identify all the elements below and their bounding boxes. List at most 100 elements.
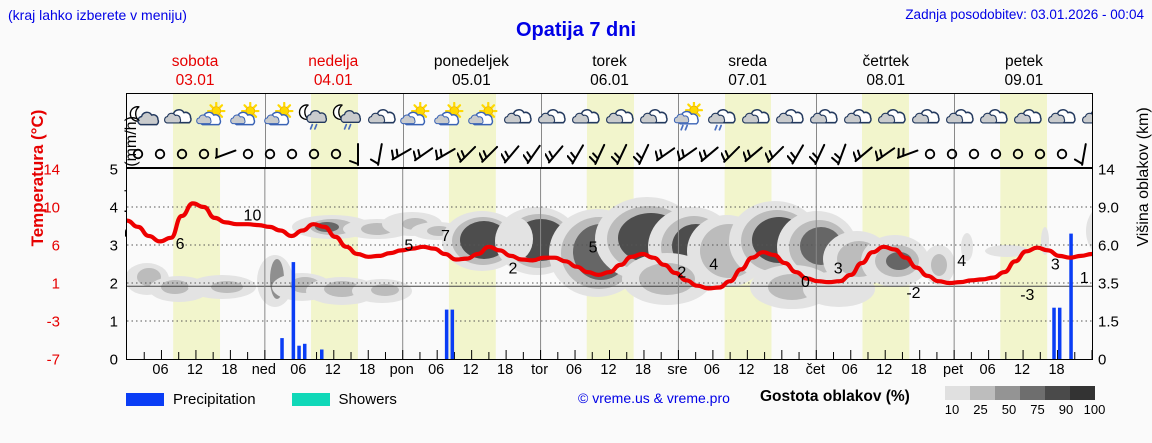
- wind-barb: [897, 139, 919, 167]
- cloud-blob: [211, 281, 243, 293]
- daylight-band: [1000, 94, 1048, 167]
- wind-barb: [765, 139, 787, 167]
- day-header-torek: torek 06.01: [540, 52, 678, 92]
- cloud-scale-step: [995, 386, 1020, 400]
- copyright-text[interactable]: © vreme.us & vreme.pro: [578, 390, 730, 406]
- weather-icon-cloud: [875, 94, 909, 139]
- wind-barb: [677, 139, 699, 167]
- weather-icon-row: ******: [127, 94, 1092, 139]
- x-tick-label: 12: [876, 362, 893, 378]
- temperature-tick: -7: [46, 351, 60, 369]
- cloud-scale-label: 50: [1001, 402, 1017, 417]
- wind-barb-row: [127, 139, 1092, 167]
- wind-barb: [435, 139, 457, 167]
- wind-barb: [413, 139, 435, 167]
- wind-barb-calm: [193, 139, 215, 167]
- weather-icon-cloud: [637, 94, 671, 139]
- day-separator: [264, 94, 266, 167]
- x-tick-label: 06: [703, 362, 720, 378]
- weather-icon-moon-cloud-rain: [297, 94, 331, 139]
- x-tick-label: 06: [428, 362, 445, 378]
- temperature-value-label: 6: [176, 236, 185, 253]
- day-name: sobota: [171, 53, 219, 70]
- weather-icon-sun-cloud: [263, 94, 297, 139]
- cloud-scale-label: 75: [1030, 402, 1045, 417]
- precipitation-legend-swatch: [126, 392, 164, 406]
- day-header-sreda: sreda 07.01: [679, 52, 817, 92]
- x-tick-label: 12: [738, 362, 755, 378]
- precipitation-bar: [297, 345, 301, 359]
- x-tick-label: 18: [497, 362, 514, 378]
- cloud-density-color-scale: [945, 386, 1095, 400]
- weather-icon-cloud: [569, 94, 603, 139]
- weather-icon-cloud: [909, 94, 943, 139]
- x-tick-label: 12: [462, 362, 479, 378]
- day-name: petek: [1004, 53, 1043, 70]
- day-name: četrtek: [862, 53, 910, 70]
- chart-legend: Precipitation Showers: [126, 388, 433, 410]
- weather-symbol-panel: ******: [126, 93, 1093, 168]
- cloud-scale-label: 25: [973, 402, 988, 417]
- cloud-blob: [371, 284, 399, 296]
- wind-barb: [721, 139, 743, 167]
- x-tick-label: 12: [186, 362, 203, 378]
- weather-icon-cloud: [739, 94, 773, 139]
- temperature-line: [127, 201, 1092, 291]
- wind-barb: [853, 139, 875, 167]
- precipitation-bar: [450, 309, 455, 359]
- x-tick-label: 06: [290, 362, 307, 378]
- daylight-band: [173, 169, 221, 359]
- daylight-band: [311, 169, 358, 359]
- cloud-height-tick: 1.5: [1098, 313, 1119, 331]
- x-tick-label: pon: [389, 362, 414, 378]
- wind-barb-calm: [171, 139, 193, 167]
- temperature-value-label: 3: [834, 261, 843, 278]
- day-date: 05.01: [451, 72, 491, 89]
- wind-barb: [369, 139, 391, 167]
- wind-barb: [809, 139, 831, 167]
- temperature-value-label: 2: [677, 264, 686, 281]
- wind-barb: [875, 139, 897, 167]
- precipitation-axis-ticks: 5 4 3 2 1 0: [96, 162, 118, 369]
- weather-icon-moon-cloud: [127, 94, 161, 139]
- cloud-scale-step: [970, 386, 995, 400]
- cloud-blob: [497, 217, 533, 261]
- wind-barb: [1073, 139, 1092, 167]
- weather-icon-cloud: [841, 94, 875, 139]
- day-name: torek: [592, 53, 627, 70]
- x-tick-label: 06: [152, 362, 169, 378]
- wind-barb-calm: [985, 139, 1007, 167]
- cloud-scale-label: 90: [1058, 402, 1074, 417]
- day-separator: [402, 94, 404, 167]
- day-separator: [954, 94, 956, 167]
- precipitation-legend-label: Precipitation: [173, 390, 256, 408]
- day-header-nedelja: nedelja 04.01: [264, 52, 402, 92]
- showers-legend-label: Showers: [338, 390, 397, 408]
- x-tick-label: 18: [634, 362, 652, 378]
- cloud-blob: [324, 281, 360, 297]
- day-header-ponedeljek: ponedeljek 05.01: [402, 52, 540, 92]
- wind-barb-calm: [325, 139, 347, 167]
- cloud-blob: [1086, 211, 1092, 251]
- x-tick-label: 12: [600, 362, 617, 378]
- weather-icon-cloud-rain: [705, 94, 739, 139]
- weather-icon-cloud: [773, 94, 807, 139]
- cloud-scale-step: [1020, 386, 1045, 400]
- wind-barb-calm: [1051, 139, 1073, 167]
- day-header-petek: petek 09.01: [955, 52, 1093, 92]
- day-date: 07.01: [728, 72, 768, 89]
- wind-barb: [479, 139, 501, 167]
- precipitation-tick: 4: [109, 199, 118, 217]
- x-tick-label: 18: [1048, 362, 1065, 378]
- wind-barb-calm: [941, 139, 963, 167]
- temperature-value-label: 7: [441, 228, 450, 245]
- temperature-value-label: 2: [509, 261, 518, 278]
- cloud-height-tick: 14: [1098, 161, 1115, 179]
- weather-icon-cloud: [501, 94, 535, 139]
- precipitation-bar: [291, 262, 296, 359]
- temperature-tick: 1: [51, 275, 60, 293]
- wind-barb: [545, 139, 567, 167]
- wind-barb-calm: [303, 139, 325, 167]
- wind-barb: [699, 139, 721, 167]
- day-name: ponedeljek: [433, 53, 509, 70]
